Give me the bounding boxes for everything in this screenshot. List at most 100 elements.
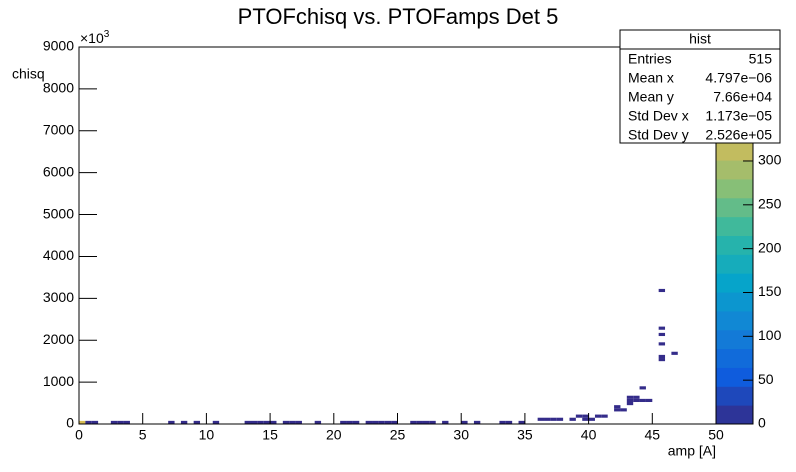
- y-tick-label: 0: [66, 415, 74, 431]
- cell: [658, 342, 666, 346]
- cell: [352, 420, 360, 424]
- y-tick-label: 5000: [43, 205, 74, 221]
- y-tick-label: 1000: [43, 373, 74, 389]
- x-tick-label: 5: [139, 427, 147, 443]
- stats-value: 2.526e+05: [705, 127, 772, 143]
- cell: [314, 420, 322, 424]
- color-band: [716, 160, 753, 180]
- color-band: [716, 197, 753, 218]
- color-band: [716, 141, 753, 161]
- cell: [473, 420, 481, 424]
- cell: [212, 420, 220, 424]
- x-tick-label: 25: [390, 427, 406, 443]
- cell: [658, 358, 666, 362]
- cell: [193, 420, 201, 424]
- x-tick-label: 45: [645, 427, 661, 443]
- stats-label: Mean y: [628, 89, 674, 105]
- color-band: [716, 273, 753, 293]
- cell: [410, 420, 417, 424]
- cell: [633, 398, 640, 403]
- y-tick-label: 6000: [43, 163, 74, 179]
- cell: [384, 420, 392, 424]
- z-tick-label: 100: [758, 327, 782, 343]
- cell: [346, 420, 353, 424]
- cell: [257, 420, 264, 424]
- cell: [117, 420, 124, 424]
- cell: [550, 417, 557, 421]
- cell: [620, 408, 627, 412]
- color-band: [716, 178, 753, 199]
- color-band: [716, 254, 753, 274]
- x-axis-label: amp [A]: [668, 443, 716, 459]
- stats-value: 1.173e−05: [705, 108, 772, 124]
- cell: [626, 395, 634, 399]
- cell: [658, 354, 666, 359]
- stats-title: hist: [689, 31, 711, 47]
- z-tick-label: 200: [758, 239, 782, 255]
- cell: [588, 417, 595, 421]
- x-tick-label: 15: [262, 427, 278, 443]
- stats-label: Std Dev y: [628, 127, 689, 143]
- cell: [85, 420, 92, 424]
- x-tick-label: 50: [708, 427, 724, 443]
- stats-value: 515: [749, 51, 773, 67]
- cell: [575, 414, 583, 418]
- y-multiplier-exponent: 3: [104, 29, 110, 40]
- cell: [626, 402, 634, 406]
- cell: [499, 420, 506, 424]
- stats-box: hist Entries 515 Mean x 4.797e−06 Mean y 7.66e…: [619, 29, 781, 144]
- cell: [639, 398, 646, 403]
- x-tick-label: 20: [326, 427, 342, 443]
- y-tick-label: 8000: [43, 80, 74, 96]
- cell: [295, 420, 302, 424]
- cell: [422, 420, 430, 424]
- cell: [91, 420, 99, 424]
- cell: [289, 420, 296, 424]
- cell: [594, 414, 602, 418]
- cell: [614, 405, 621, 409]
- stats-label: Mean x: [628, 70, 674, 86]
- color-band: [716, 216, 753, 236]
- x-tick-label: 0: [75, 427, 83, 443]
- cell: [556, 417, 564, 421]
- z-tick-label: 300: [758, 152, 782, 168]
- stats-label: Std Dev x: [628, 108, 689, 124]
- cell: [372, 420, 379, 424]
- cell: [614, 408, 621, 412]
- y-tick-label: 2000: [43, 331, 74, 347]
- cell: [626, 398, 634, 403]
- cell: [505, 420, 513, 424]
- y-tick-label: 4000: [43, 247, 74, 263]
- stats-value: 7.66e+04: [713, 89, 772, 105]
- cell: [263, 420, 271, 424]
- y-tick-label: 3000: [43, 289, 74, 305]
- cells: [79, 288, 678, 424]
- cell: [639, 386, 646, 390]
- cell: [633, 395, 640, 399]
- y-tick-label: 9000: [43, 38, 74, 54]
- color-band: [716, 367, 753, 387]
- cell: [658, 326, 666, 330]
- cell: [544, 417, 551, 421]
- cell: [244, 420, 251, 424]
- color-bar: 0 50 100 150 200 250 300: [715, 46, 782, 431]
- cell: [79, 420, 86, 424]
- x-tick-label: 35: [517, 427, 533, 443]
- cell: [123, 420, 130, 424]
- plot-frame: [78, 46, 717, 425]
- z-tick-label: 50: [758, 371, 774, 387]
- color-band: [716, 405, 753, 425]
- cell: [569, 417, 576, 421]
- color-band: [716, 292, 753, 312]
- cell: [270, 420, 277, 424]
- y-tick-label: 7000: [43, 121, 74, 137]
- cell: [365, 420, 373, 424]
- y-multiplier: ×103: [80, 29, 110, 46]
- cell: [658, 288, 666, 293]
- axes: 0 5 10 15 20 25 30 35 40 45 50 0 1000 2000 3000 4000 500…: [43, 38, 724, 443]
- cell: [340, 420, 347, 424]
- cell: [537, 417, 545, 421]
- cell: [250, 420, 258, 424]
- z-tick-label: 0: [758, 415, 766, 431]
- cell: [658, 332, 666, 337]
